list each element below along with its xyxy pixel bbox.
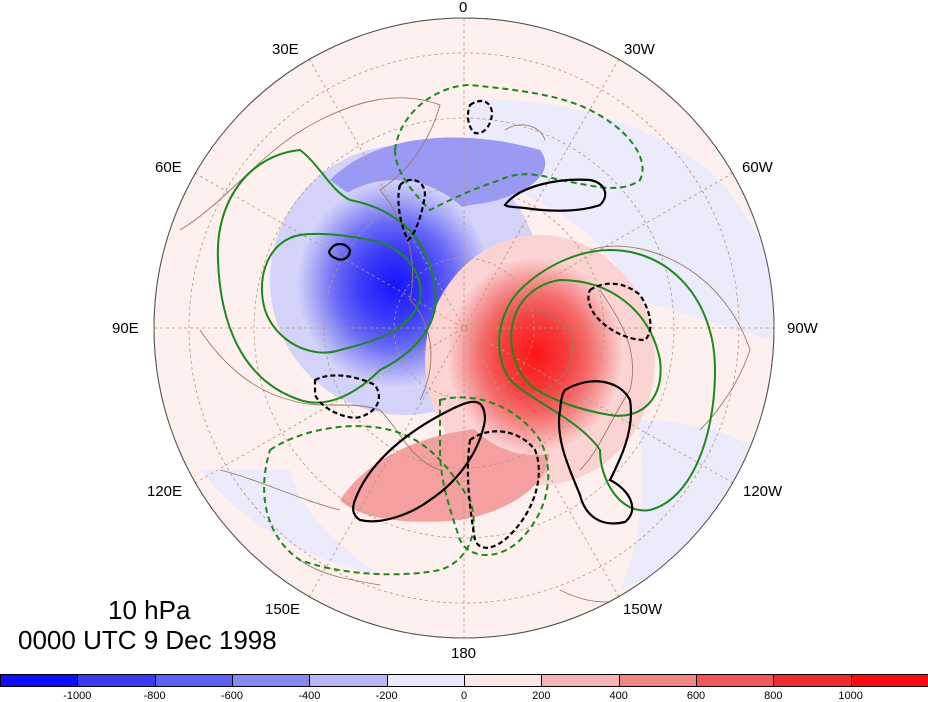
colorbar-box [0,674,79,687]
map-rim [153,17,775,639]
level-title: 10 hPa [108,595,191,625]
lon-label-30e: 30E [272,41,299,58]
lon-label-120w: 120W [743,483,783,500]
green-solid-contour-east [498,248,717,512]
colorbar-tick-label: -400 [298,690,321,702]
green-contours [216,83,717,576]
colorbar-box [77,674,156,687]
weak-negative-band [470,99,774,340]
positive-anomaly-core [445,255,625,455]
lon-label-150w: 150W [623,601,663,618]
colorbar-box [696,674,775,687]
coastlines [179,97,751,603]
colorbar-box [232,674,311,687]
lon-label-0: 0 [459,0,468,16]
colorbar-box [309,674,388,687]
shaded-field [200,99,774,590]
colorbar-box [386,674,465,687]
black-dashed-contour-north [466,99,494,135]
colorbar-box [541,674,620,687]
black-solid-contour-small [328,242,352,261]
time-title: 0000 UTC 9 Dec 1998 [18,625,277,655]
colorbar-box [464,674,543,687]
colorbar-tick-label: 1000 [838,690,863,702]
lon-label-90e: 90E [112,320,139,337]
colorbar-tick-label: 400 [609,690,628,702]
lon-label-120e: 120E [147,483,183,500]
colorbar-tick-label: -800 [143,690,166,702]
black-solid-contour-north [503,178,607,212]
colorbar-box [850,674,928,687]
black-solid-contour-south [352,400,487,523]
lon-label-60e: 60E [155,159,182,176]
green-dashed-contour-north [393,83,644,212]
green-solid-contour-west [216,148,437,404]
colorbar-tick-label: -1000 [63,690,92,702]
lon-label-60w: 60W [742,159,773,176]
weak-negative-band-south [200,470,380,575]
weak-negative-band-east [620,420,774,590]
colorbar-tick-label: 800 [764,690,783,702]
colorbar-tick-label: -200 [375,690,398,702]
positive-anomaly-arm [340,427,549,522]
black-dashed-contour-east [587,282,652,342]
lon-label-150e: 150E [265,601,301,618]
black-dashed-contour-center [397,178,427,242]
colorbar-box [154,674,233,687]
lon-label-90w: 90W [787,320,818,337]
colorbar-tick-label: 0 [460,690,468,702]
green-dashed-contour-south [263,425,475,576]
colorbar-box [773,674,852,687]
green-solid-contour-east-inner [510,278,662,417]
black-contours [313,99,652,549]
green-solid-contour-west-inner [260,232,422,354]
lon-label-180: 180 [451,645,477,662]
colorbar-box [618,674,697,687]
colorbar-tick-label: 200 [532,690,551,702]
green-dashed-contour-south-inner [439,396,550,556]
colorbar-tick-label: -600 [220,690,244,702]
black-solid-contour-southeast [557,380,634,525]
black-dashed-contour-west [313,374,380,420]
lon-label-30w: 30W [624,41,655,58]
colorbar: -1000 -800 -600 -400 -200 0 200 400 600 800 1000 [0,674,928,702]
colorbar-tick-label: 600 [686,690,706,702]
